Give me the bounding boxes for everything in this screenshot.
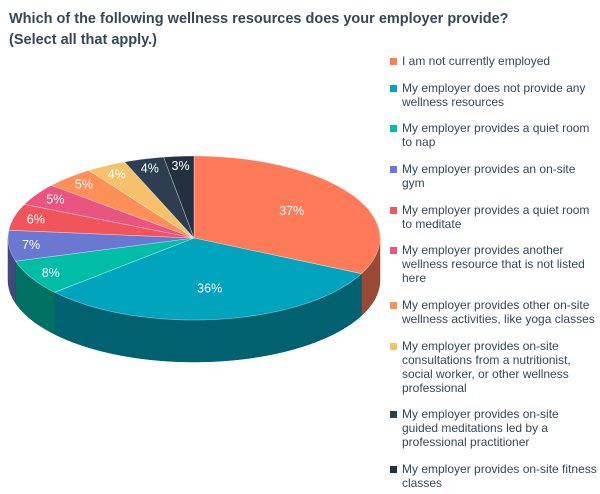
legend-swatch [390, 165, 397, 173]
data-label: 5% [46, 193, 64, 207]
pie-slice[interactable] [8, 203, 195, 239]
pie-slice[interactable] [50, 170, 195, 239]
chart-title: Which of the following wellness resource… [9, 9, 509, 51]
pie-slice[interactable] [23, 185, 195, 239]
data-label: 3% [172, 159, 190, 173]
legend-swatch [390, 58, 397, 65]
legend-swatch [390, 84, 397, 92]
title-text: Which of the following wellness resource… [9, 11, 509, 27]
subtitle-text: (Select all that apply.) [9, 32, 157, 48]
pie-slice[interactable] [88, 161, 195, 239]
legend-item[interactable]: My employer provides an on-site gym [390, 162, 598, 190]
legend-label: I am not currently employed [402, 54, 551, 68]
legend-label: My employer provides other on-site welln… [402, 297, 595, 326]
data-label: 7% [22, 238, 40, 252]
pie-slice[interactable] [15, 237, 195, 293]
legend-item[interactable]: My employer provides on-site consultatio… [390, 339, 598, 395]
data-label: 5% [75, 178, 93, 192]
legend-label: My employer provides a quiet room to nap [402, 121, 590, 150]
legend-swatch [390, 206, 397, 214]
legend-label: My employer does not provide any wellnes… [402, 80, 586, 109]
legend-item[interactable]: My employer does not provide any wellnes… [390, 81, 598, 109]
data-label: 8% [42, 266, 60, 280]
data-label: 4% [141, 162, 159, 176]
pie-top [7, 155, 381, 321]
legend-label: My employer provides on-site fitness cla… [402, 461, 597, 490]
legend-item[interactable]: My employer provides on-site fitness cla… [390, 462, 598, 490]
legend-label: My employer provides on-site consultatio… [402, 338, 571, 395]
legend-item[interactable]: My employer provides another wellness re… [390, 243, 598, 285]
pie-slice[interactable] [123, 156, 195, 239]
legend-swatch [390, 342, 397, 350]
legend-item[interactable]: My employer provides a quiet room to med… [390, 203, 598, 231]
data-label: 6% [27, 212, 45, 226]
data-label: 4% [108, 167, 126, 181]
legend-item[interactable]: My employer provides a quiet room to nap [390, 121, 598, 149]
legend-item[interactable]: I am not currently employed [390, 54, 598, 68]
data-label: 36% [197, 281, 222, 295]
legend-label: My employer provides another wellness re… [402, 243, 585, 286]
legend: I am not currently employed My employer d… [390, 54, 598, 490]
pie-slice[interactable] [7, 229, 195, 262]
legend-swatch [390, 301, 397, 309]
legend-item[interactable]: My employer provides other on-site welln… [390, 298, 598, 326]
legend-label: My employer provides an on-site gym [402, 161, 576, 190]
legend-label: My employer provides on-site guided medi… [402, 407, 559, 450]
pie-slice[interactable] [193, 155, 381, 275]
legend-swatch [390, 247, 397, 255]
legend-label: My employer provides a quiet room to med… [402, 202, 590, 231]
pie-slice[interactable] [53, 237, 363, 321]
legend-swatch [390, 465, 397, 473]
legend-swatch [390, 125, 397, 133]
pie-slice[interactable] [163, 155, 195, 239]
data-label: 37% [279, 204, 304, 218]
pie-sides [7, 237, 381, 363]
legend-swatch [390, 411, 397, 419]
legend-item[interactable]: My employer provides on-site guided medi… [390, 407, 598, 449]
